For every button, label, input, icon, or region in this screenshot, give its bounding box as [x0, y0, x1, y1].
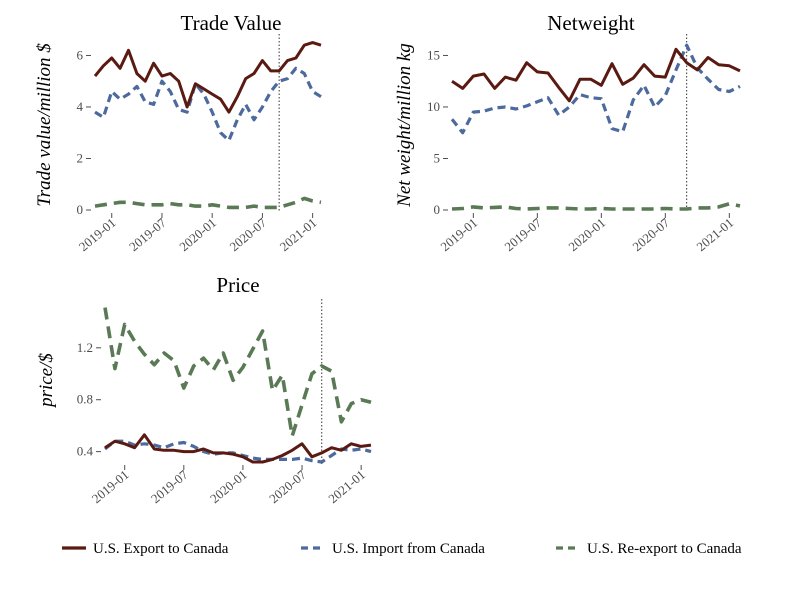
y-tick-label: 2: [77, 150, 84, 165]
x-tick-label: 2019-07: [501, 214, 544, 254]
panel-price: Price price/$ 0.4 0.8 1.2 2019-01 2019-07 2020-…: [36, 273, 372, 506]
panel-trade-value: Trade Value Trade value/million $ 0 2 4 6 2019…: [34, 11, 322, 254]
y-tick-label: 5: [434, 150, 441, 165]
series-line-u-s-re-export-to-canada: [94, 196, 322, 210]
y-tick-label: 0: [434, 202, 441, 217]
x-tick-label: 2021-01: [693, 215, 736, 254]
series-line-u-s-export-to-canada: [104, 433, 372, 464]
y-tick-label: 0: [77, 202, 84, 217]
legend-label: U.S. Re-export to Canada: [587, 541, 742, 557]
series-line-u-s-export-to-canada: [451, 47, 741, 103]
series-line-u-s-import-from-canada: [450, 43, 741, 135]
legend: U.S. Export to Canada U.S. Import from Ca…: [62, 541, 742, 557]
x-tick-label: 2021-01: [325, 467, 368, 506]
panel-title: Netweight: [547, 11, 635, 35]
series-line-u-s-re-export-to-canada: [103, 307, 372, 438]
x-tick-label: 2020-07: [226, 214, 269, 254]
x-tick-label: 2021-01: [277, 215, 320, 254]
x-tick-label: 2020-07: [266, 466, 309, 506]
x-tick-label: 2019-01: [89, 467, 132, 506]
x-tick-label: 2019-01: [437, 215, 480, 254]
x-tick-label: 2020-01: [176, 215, 219, 254]
y-tick-label: 15: [427, 47, 440, 62]
series-line-u-s-re-export-to-canada: [451, 202, 741, 211]
series-line-u-s-export-to-canada: [93, 41, 322, 114]
x-tick-label: 2020-01: [565, 215, 608, 254]
y-tick-label: 1.2: [77, 340, 93, 355]
y-tick-label: 10: [427, 99, 440, 114]
y-axis-label: price/$: [36, 353, 57, 409]
x-tick-label: 2020-01: [207, 467, 250, 506]
x-tick-label: 2019-07: [126, 214, 169, 254]
x-tick-label: 2019-07: [148, 466, 191, 506]
y-tick-label: 0.4: [77, 444, 94, 459]
y-tick-label: 0.8: [77, 392, 93, 407]
panel-title: Trade Value: [181, 11, 282, 35]
y-tick-label: 6: [77, 47, 84, 62]
x-tick-label: 2019-01: [76, 215, 119, 254]
y-axis-label: Trade value/million $: [34, 43, 55, 207]
legend-label: U.S. Import from Canada: [332, 541, 485, 557]
legend-label: U.S. Export to Canada: [93, 541, 229, 557]
panel-title: Price: [216, 273, 259, 297]
y-axis-label: Net weight/million kg: [394, 43, 415, 208]
series-line-u-s-import-from-canada: [104, 439, 372, 464]
y-tick-label: 4: [77, 99, 84, 114]
series-line-u-s-import-from-canada: [94, 66, 322, 143]
panel-netweight: Netweight Net weight/million kg 0 5 10 15 2019…: [394, 11, 741, 254]
x-tick-label: 2020-07: [629, 214, 672, 254]
